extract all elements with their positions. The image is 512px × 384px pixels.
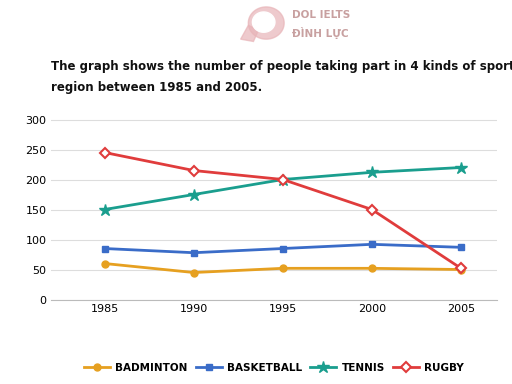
Text: ĐÌNH LỰC: ĐÌNH LỰC [292, 27, 349, 39]
Polygon shape [252, 12, 275, 32]
Text: The graph shows the number of people taking part in 4 kinds of sports in a parti: The graph shows the number of people tak… [51, 60, 512, 73]
Legend: BADMINTON, BASKETBALL, TENNIS, RUGBY: BADMINTON, BASKETBALL, TENNIS, RUGBY [79, 359, 468, 377]
Polygon shape [241, 25, 259, 41]
Polygon shape [248, 7, 284, 39]
Text: DOL IELTS: DOL IELTS [292, 10, 350, 20]
Text: region between 1985 and 2005.: region between 1985 and 2005. [51, 81, 263, 94]
